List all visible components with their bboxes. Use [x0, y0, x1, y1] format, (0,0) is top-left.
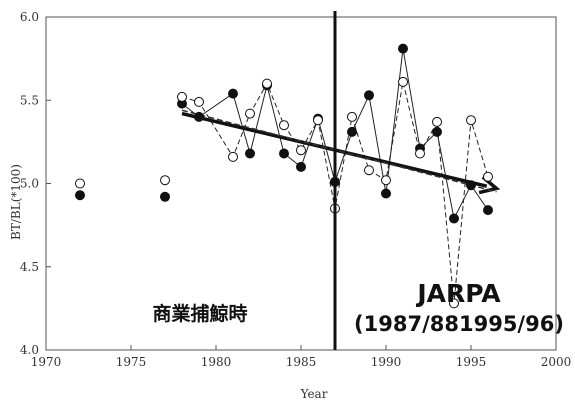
data-point-open	[449, 298, 459, 309]
data-point-filled	[449, 213, 459, 224]
data-point-filled	[160, 191, 170, 202]
x-tick-label: 1990	[371, 355, 402, 369]
data-point-open	[262, 78, 272, 89]
data-point-open	[398, 76, 408, 87]
x-tick-label: 1995	[456, 355, 487, 369]
series-lines	[181, 48, 489, 304]
data-point-filled	[381, 188, 391, 199]
series-filled-line	[181, 48, 489, 221]
y-axis-ticks: 4.0 4.5 5.0 5.5 6.0	[20, 10, 51, 357]
y-tick-label: 6.0	[20, 10, 39, 24]
data-point-open	[364, 165, 374, 176]
x-axis-ticks: 1970 1975 1980 1985 1990 1995 2000	[31, 345, 572, 369]
data-point-filled	[466, 180, 476, 191]
data-point-open	[483, 171, 493, 182]
data-points	[75, 43, 493, 309]
data-point-open	[313, 115, 323, 126]
x-tick-label: 1975	[116, 355, 147, 369]
data-point-open	[279, 120, 289, 131]
y-tick-label: 4.5	[20, 260, 39, 274]
annotation-jarpa-years: (1987/881995/96)	[354, 312, 564, 336]
data-point-open	[415, 148, 425, 159]
data-point-filled	[483, 205, 493, 216]
data-point-open	[466, 115, 476, 126]
data-point-open	[177, 91, 187, 102]
y-tick-label: 4.0	[20, 343, 39, 357]
data-point-open	[296, 145, 306, 156]
data-point-filled	[228, 88, 238, 99]
series-open-line	[181, 81, 489, 304]
data-point-filled	[432, 126, 442, 137]
data-point-open	[160, 175, 170, 186]
data-point-open	[194, 96, 204, 107]
data-point-filled	[347, 126, 357, 137]
x-tick-label: 1970	[31, 355, 62, 369]
data-point-open	[432, 116, 442, 127]
data-point-open	[245, 108, 255, 119]
data-point-filled	[296, 161, 306, 172]
data-point-open	[347, 111, 357, 122]
data-point-filled	[245, 148, 255, 159]
annotation-commercial-whaling: 商業捕鯨時	[152, 302, 247, 325]
y-tick-label: 5.0	[20, 177, 39, 191]
x-tick-label: 1985	[286, 355, 317, 369]
data-point-open	[228, 151, 238, 162]
y-axis-title: BT/BL(*100)	[9, 164, 23, 240]
data-point-filled	[75, 190, 85, 201]
data-point-filled	[398, 43, 408, 54]
x-axis-title: Year	[300, 387, 328, 401]
data-point-open	[75, 178, 85, 189]
y-tick-label: 5.5	[20, 93, 39, 107]
x-tick-label: 1980	[201, 355, 232, 369]
data-point-filled	[279, 148, 289, 159]
annotation-jarpa-title: JARPA	[415, 279, 501, 308]
x-tick-label: 2000	[541, 355, 572, 369]
trend-line-dashed	[181, 109, 497, 193]
data-point-open	[381, 175, 391, 186]
data-point-filled	[364, 90, 374, 101]
data-point-filled	[194, 111, 204, 122]
